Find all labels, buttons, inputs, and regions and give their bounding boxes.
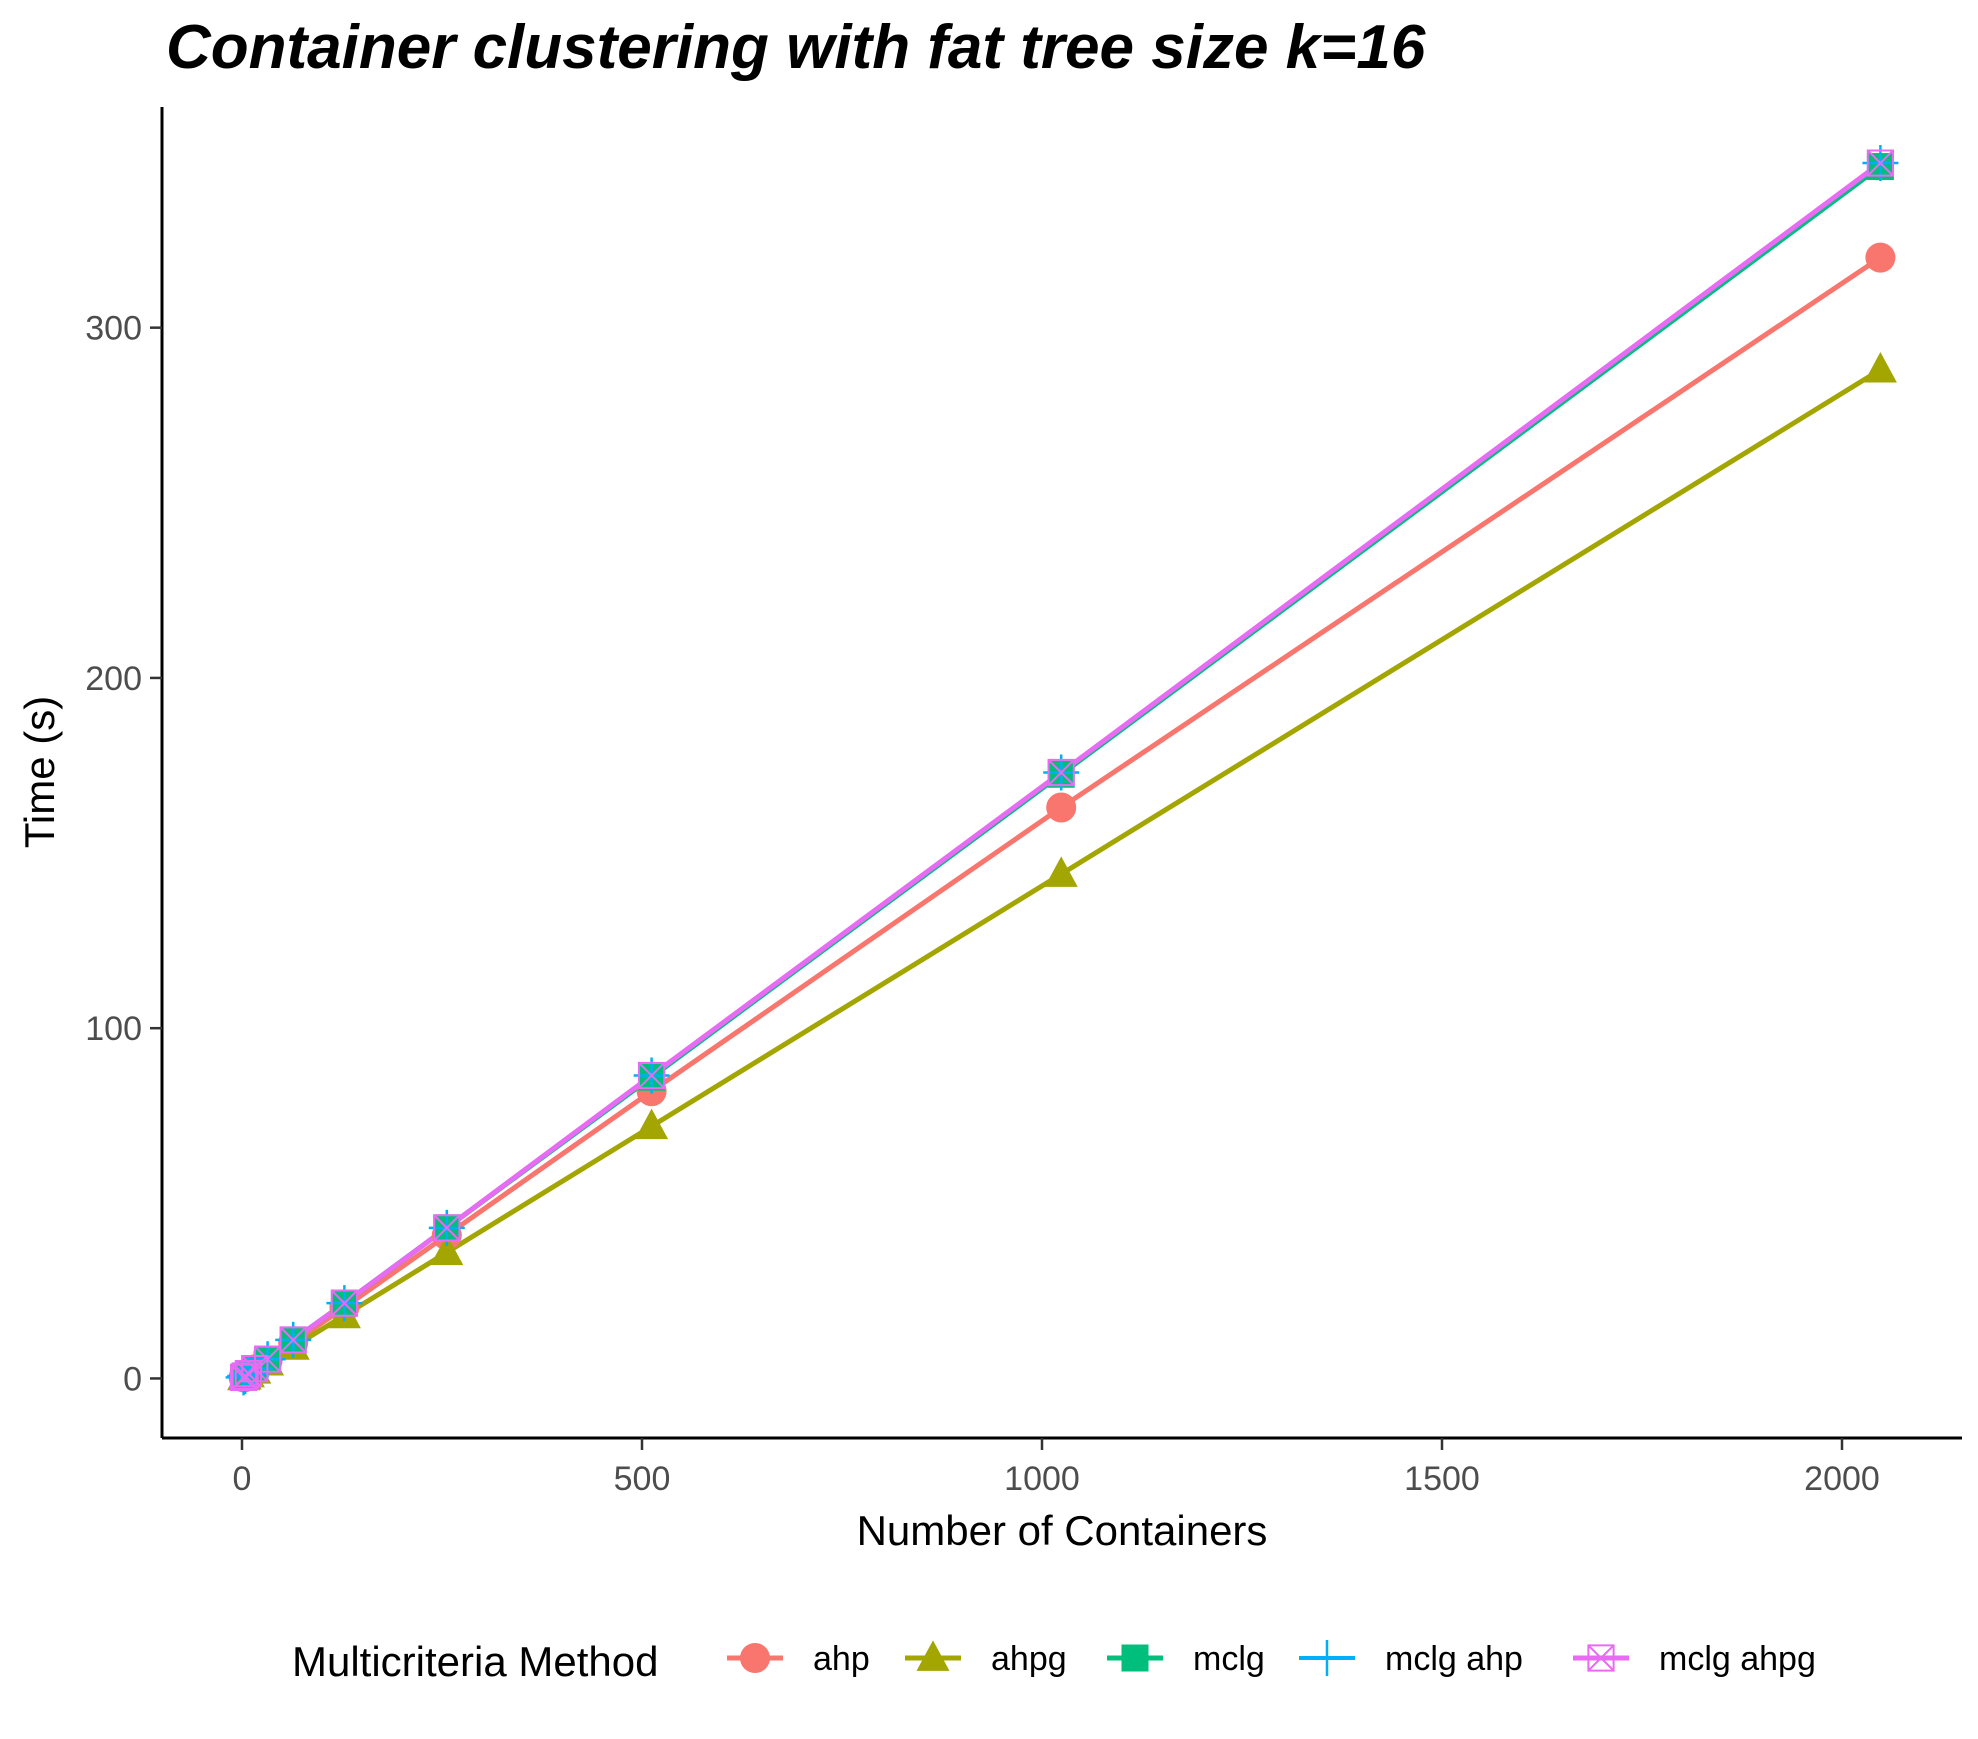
x-axis-title: Number of Containers — [857, 1507, 1268, 1554]
legend-key-marker — [1309, 1640, 1345, 1676]
legend-item-ahp: ahp — [727, 1640, 870, 1678]
y-tick-label: 300 — [85, 310, 142, 348]
data-point-ahpg — [1863, 352, 1897, 383]
legend-key-marker — [740, 1643, 770, 1673]
y-tick-label: 0 — [123, 1360, 142, 1398]
data-point-mclg-ahpg — [330, 1289, 358, 1317]
y-tick-label: 100 — [85, 1010, 142, 1048]
legend-label: ahpg — [991, 1640, 1067, 1678]
x-tick-label: 0 — [233, 1460, 252, 1498]
legend-item-mclg-ahpg: mclg ahpg — [1573, 1640, 1816, 1678]
x-tick-label: 2000 — [1804, 1460, 1880, 1498]
legend-title: Multicriteria Method — [292, 1638, 658, 1685]
legend-item-mclg-ahp: mclg ahp — [1299, 1640, 1523, 1678]
data-point-ahpg — [430, 1234, 464, 1266]
legend-label: mclg ahp — [1385, 1640, 1523, 1678]
x-tick-label: 1500 — [1404, 1460, 1480, 1498]
axis-ticks: 0 500 1000 1500 2000 0 100 200 300 — [85, 310, 1880, 1498]
x-tick-label: 500 — [614, 1460, 671, 1498]
data-point-ahpg — [1044, 856, 1078, 887]
chart-title: Container clustering with fat tree size … — [166, 13, 1426, 82]
legend-key-marker — [916, 1640, 950, 1671]
legend: Multicriteria Method ahp ahpg mclg mclg ahp… — [292, 1638, 1816, 1685]
legend-item-mclg: mclg — [1107, 1640, 1265, 1678]
data-point-mclg-ahpg — [279, 1326, 307, 1354]
data-point-ahpg — [635, 1108, 669, 1140]
data-point-mclg-ahpg — [254, 1345, 282, 1373]
legend-key-marker — [1587, 1644, 1615, 1672]
data-point-mclg-ahpg — [433, 1214, 461, 1242]
legend-key-marker — [1121, 1644, 1149, 1672]
data-point-ahp — [1865, 242, 1896, 273]
data-point-mclg-ahpg — [1866, 149, 1894, 177]
y-tick-label: 200 — [85, 660, 142, 698]
series-markers — [225, 145, 1899, 1396]
legend-items: ahp ahpg mclg mclg ahp mclg ahpg — [727, 1640, 1816, 1678]
y-axis-title: Time (s) — [16, 696, 63, 848]
data-point-mclg-ahpg — [638, 1061, 666, 1090]
legend-label: mclg — [1193, 1640, 1265, 1678]
legend-item-ahpg: ahpg — [905, 1640, 1067, 1678]
data-point-ahp — [1046, 792, 1077, 823]
legend-label: ahp — [813, 1640, 870, 1678]
legend-label: mclg ahpg — [1659, 1640, 1816, 1678]
x-tick-label: 1000 — [1004, 1460, 1080, 1498]
data-point-mclg-ahpg — [1047, 758, 1075, 787]
